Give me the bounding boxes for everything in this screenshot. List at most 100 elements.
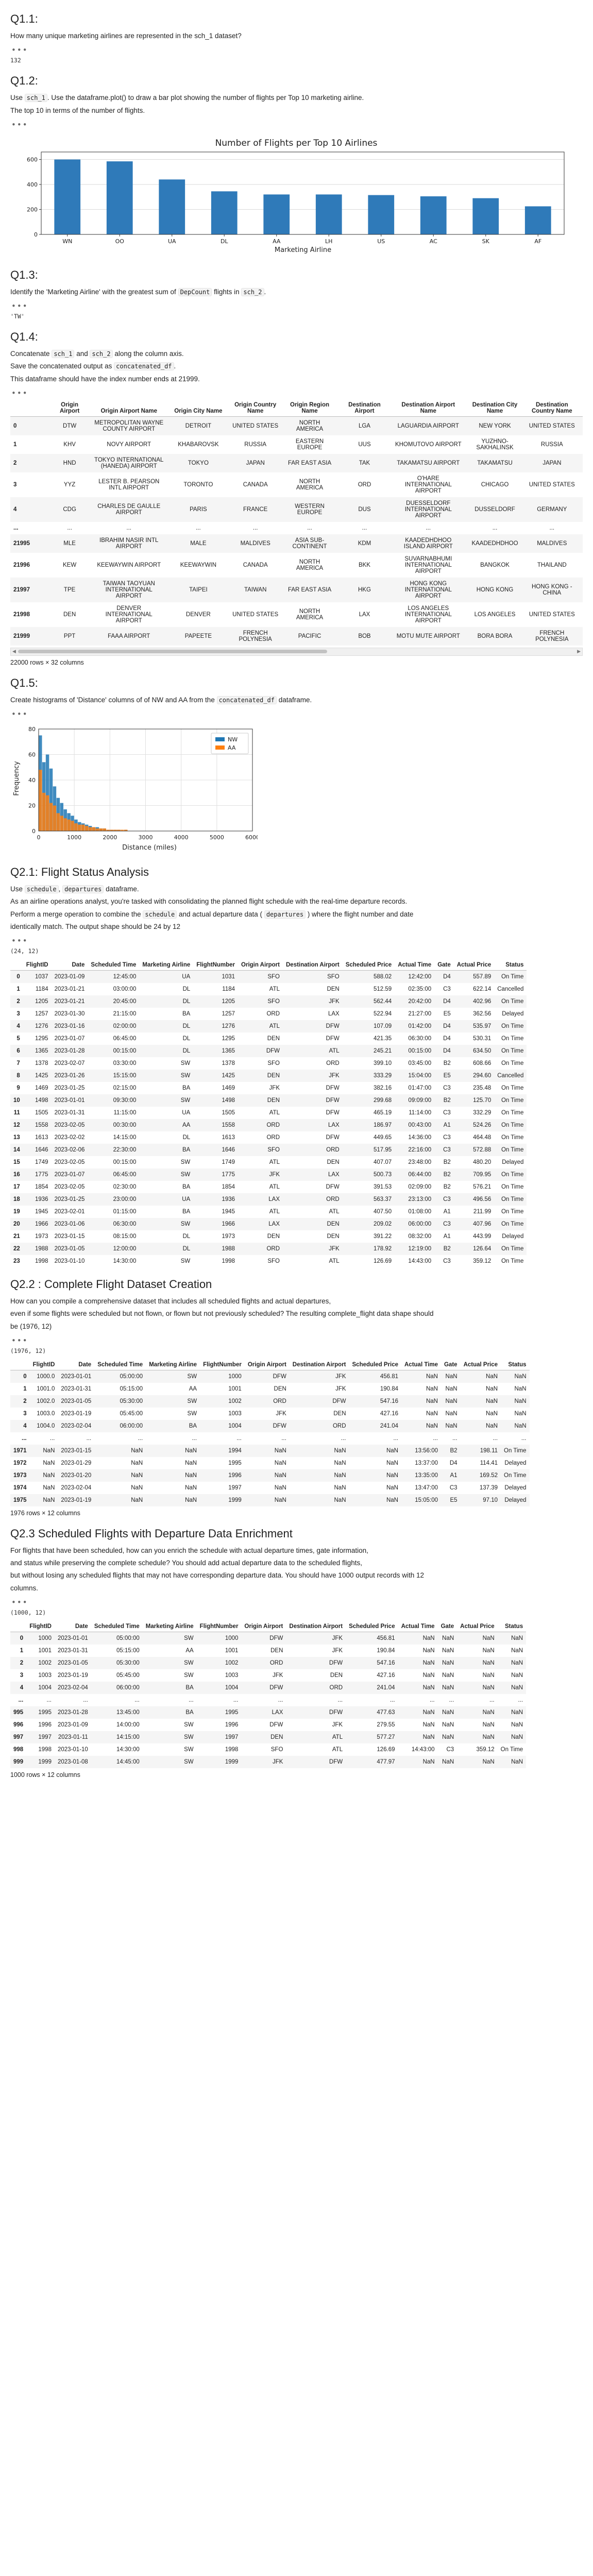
q1-2-text-b: . Use the dataframe.plot() to draw a bar… <box>47 94 364 102</box>
q1-3-output: 'TW' <box>10 313 25 320</box>
table-cell: UNITED STATES <box>529 481 575 488</box>
row-index: 1972 <box>13 1460 27 1466</box>
table-cell: 21:15:00 <box>113 1011 137 1017</box>
table-cell: 241.04 <box>380 1422 398 1429</box>
table-cell: 1613 <box>222 1134 235 1141</box>
collapsed-code-ellipsis[interactable]: ••• <box>11 1597 28 1607</box>
table-cell: 1996 <box>38 1721 52 1728</box>
row-index: 12 <box>13 1122 20 1128</box>
table-cell: ATL <box>332 1734 343 1740</box>
row-index: 0 <box>23 1373 27 1380</box>
table-cell: NaN <box>131 1447 143 1454</box>
table-cell: 456.81 <box>377 1635 395 1641</box>
table-cell: DTW <box>63 422 77 429</box>
table-cell: 427.16 <box>377 1672 395 1679</box>
table-cell: NaN <box>442 1734 454 1740</box>
table-cell: 06:45:00 <box>113 1172 137 1178</box>
row-index: 4 <box>20 1684 24 1691</box>
histogram-bar-AA <box>99 828 103 831</box>
table-cell: ... <box>492 524 498 531</box>
table-cell: DEN <box>274 1385 286 1392</box>
table-cell: NaN <box>43 1447 55 1454</box>
table-row: 21996 KEW KEEWAYWIN AIRPORT KEEWAYWIN CANADA… <box>10 553 583 578</box>
table-row: 1 1001.0 2023-01-31 05:15:00 AA 1001 DEN JFK 190… <box>10 1383 530 1395</box>
table-row: 21 1973 2023-01-15 08:15:00 DL 1973 DEN DEN 391.… <box>10 1230 527 1243</box>
table-cell: NaN <box>185 1460 197 1466</box>
table-cell: 05:30:00 <box>120 1398 143 1404</box>
table-cell: NaN <box>514 1373 527 1380</box>
q1-4-line-3: This dataframe should have the index num… <box>10 375 200 383</box>
row-index: 4 <box>23 1422 27 1429</box>
x-tick-label: SK <box>482 238 490 245</box>
q1-2-code: sch_1 <box>24 94 47 103</box>
table-cell: 1031 <box>222 974 235 980</box>
scroll-left-arrow-icon[interactable]: ◀ <box>12 649 16 654</box>
collapsed-code-ellipsis[interactable]: ••• <box>11 388 28 398</box>
column-header: FlightNumber <box>196 1621 242 1632</box>
table-cell: 1973 <box>222 1233 235 1240</box>
collapsed-code-ellipsis[interactable]: ••• <box>11 301 28 311</box>
row-index: 8 <box>16 1073 20 1079</box>
collapsed-code-ellipsis[interactable]: ••• <box>11 1335 28 1345</box>
column-header: Status <box>494 960 527 971</box>
histogram-bar-AA <box>121 829 124 831</box>
scroll-right-arrow-icon[interactable]: ▶ <box>577 649 581 654</box>
table-cell: NaN <box>131 1460 143 1466</box>
chart-title: Number of Flights per Top 10 Airlines <box>215 138 378 148</box>
table-cell: AA <box>185 1647 194 1654</box>
dataframe-shape: 1976 rows × 12 columns <box>10 1509 80 1517</box>
table-cell: SW <box>184 1635 194 1641</box>
table-cell: On Time <box>501 1196 524 1202</box>
table-cell: NaN <box>426 1422 438 1429</box>
horizontal-scrollbar[interactable]: ◀ ▶ <box>10 647 583 656</box>
table-cell: On Time <box>501 1209 524 1215</box>
table-cell: FAR EAST ASIA <box>287 460 332 466</box>
x-tick-label: LH <box>325 238 332 245</box>
table-cell: NaN <box>482 1659 495 1666</box>
table-cell: DEN <box>270 1734 283 1740</box>
bar-AF <box>524 206 551 234</box>
table-cell: 2023-02-04 <box>57 1684 88 1691</box>
table-cell: KHOMUTOVO AIRPORT <box>395 441 462 448</box>
table-cell: ... <box>192 1435 197 1442</box>
table-cell: MALE <box>190 540 207 547</box>
table-cell: 12:00:00 <box>113 1246 137 1252</box>
row-index: 22 <box>13 1246 20 1252</box>
table-cell: 2023-02-04 <box>61 1484 92 1491</box>
table-cell: 2023-01-26 <box>54 1073 85 1079</box>
table-cell: On Time <box>501 1110 524 1116</box>
table-row: 995 1995 2023-01-28 13:45:00 BA 1995 LAX DFW 477… <box>10 1706 527 1719</box>
row-index: 23 <box>13 1258 20 1264</box>
table-cell: DFW <box>329 1758 343 1765</box>
table-cell: DEN <box>267 1097 280 1104</box>
table-cell: HONG KONG - CHINA <box>532 583 572 596</box>
table-cell: ORD <box>266 1122 280 1128</box>
table-cell: SW <box>180 1221 191 1227</box>
collapsed-code-ellipsis[interactable]: ••• <box>11 709 28 719</box>
table-cell: 13:35:00 <box>415 1472 438 1479</box>
table-cell: NaN <box>426 1385 438 1392</box>
index-header <box>10 960 23 971</box>
table-cell: 06:30:00 <box>408 1036 432 1042</box>
collapsed-code-ellipsis[interactable]: ••• <box>11 120 28 129</box>
table-cell: On Time <box>501 1134 524 1141</box>
table-cell: 06:44:00 <box>408 1172 432 1178</box>
histogram-bar-AA <box>42 792 46 831</box>
table-cell: 1257 <box>222 1011 235 1017</box>
collapsed-code-ellipsis[interactable]: ••• <box>11 936 28 945</box>
column-header: Scheduled Price <box>346 1621 398 1632</box>
table-cell: 2023-02-07 <box>54 1060 85 1066</box>
collapsed-code-ellipsis[interactable]: ••• <box>11 45 28 55</box>
table-cell: 126.69 <box>377 1746 395 1753</box>
table-cell: NaN <box>514 1398 527 1404</box>
x-tick-label: US <box>377 238 385 245</box>
scrollbar-thumb[interactable] <box>18 649 327 653</box>
table-cell: 382.16 <box>374 1085 392 1091</box>
q1-4-line-2: Save the concatenated output as concaten… <box>10 361 583 371</box>
table-cell: KHABAROVSK <box>178 441 219 448</box>
column-header: Actual Time <box>395 960 435 971</box>
table-cell: ... <box>449 1697 454 1703</box>
table-cell: 622.14 <box>473 986 492 992</box>
table-cell: NaN <box>422 1659 435 1666</box>
column-header: FlightID <box>26 1621 55 1632</box>
